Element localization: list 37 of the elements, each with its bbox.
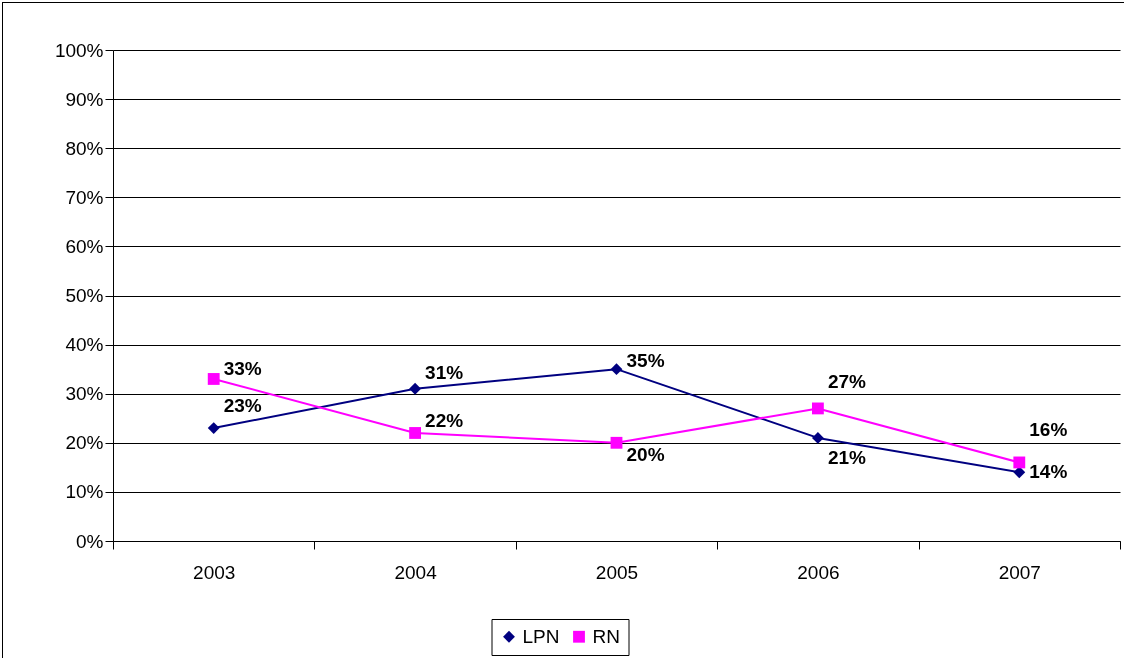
data-label: 35% xyxy=(626,350,665,372)
data-label: 16% xyxy=(1029,419,1068,441)
y-tick-label: 60% xyxy=(65,235,104,257)
y-tick-label: 50% xyxy=(65,285,104,306)
data-label: 21% xyxy=(827,446,867,468)
point xyxy=(409,382,422,395)
y-tick-label: 10% xyxy=(65,481,104,503)
data-label: 14% xyxy=(1029,461,1068,483)
data-label: 23% xyxy=(223,395,262,417)
y-tick-label: 40% xyxy=(65,334,104,356)
legend-label: LPN xyxy=(522,625,560,647)
point xyxy=(811,402,824,415)
legend-label: RN xyxy=(592,625,620,647)
point xyxy=(207,422,220,434)
point xyxy=(409,427,422,439)
y-tick-label: 90% xyxy=(65,88,104,110)
data-label: 31% xyxy=(425,361,464,383)
y-tick-label: 80% xyxy=(65,137,104,159)
data-label: 22% xyxy=(425,409,464,431)
point xyxy=(811,431,824,444)
point xyxy=(207,373,220,385)
x-tick-label: 2003 xyxy=(193,561,236,583)
y-tick-label: 70% xyxy=(65,186,104,208)
data-label: 33% xyxy=(223,357,262,379)
point xyxy=(610,363,623,376)
y-tick-label: 100% xyxy=(54,39,104,61)
y-tick-label: 0% xyxy=(76,530,104,552)
y-tick-label: 20% xyxy=(65,432,104,454)
x-tick-label: 2004 xyxy=(394,561,438,583)
x-tick-label: 2007 xyxy=(998,561,1041,583)
y-tick-label: 30% xyxy=(65,383,104,405)
data-label: 20% xyxy=(626,443,665,465)
point xyxy=(1013,456,1026,469)
x-tick-label: 2006 xyxy=(797,561,840,583)
data-label: 27% xyxy=(827,371,867,393)
point xyxy=(610,436,623,449)
x-tick-label: 2005 xyxy=(595,561,639,583)
